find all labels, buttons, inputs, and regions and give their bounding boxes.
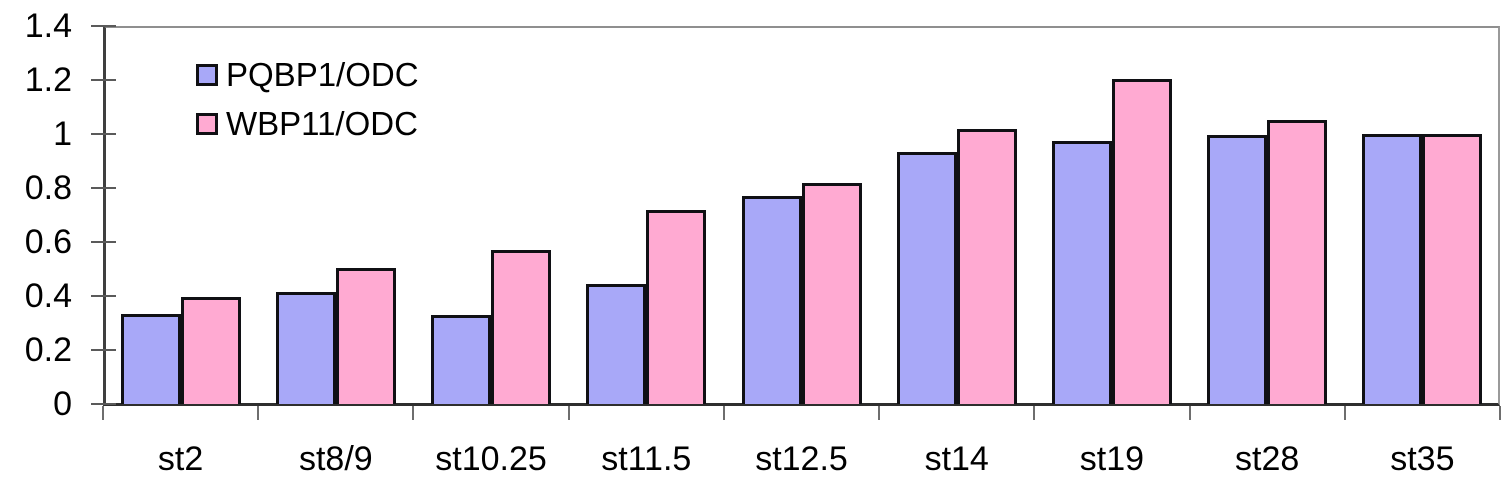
x-axis-tick-8 bbox=[1343, 406, 1346, 420]
legend-item-wbp11: WBP11/ODC bbox=[196, 99, 419, 148]
y-axis-tick-0 bbox=[91, 403, 116, 405]
y-axis-tick-1 bbox=[91, 133, 116, 135]
bar-pqbp1-odc-st12-5 bbox=[741, 196, 802, 404]
y-axis-label-0-6: 0.6 bbox=[24, 223, 72, 261]
bar-wbp11-odc-st14 bbox=[956, 129, 1017, 404]
y-axis-label-0-8: 0.8 bbox=[24, 169, 72, 207]
y-axis-tick-0-4 bbox=[91, 295, 116, 297]
y-axis-label-1-2: 1.2 bbox=[24, 61, 72, 99]
y-axis-tick-0-2 bbox=[91, 349, 116, 351]
legend-swatch-wbp11 bbox=[196, 112, 218, 135]
y-axis-label-1-4: 1.4 bbox=[24, 7, 72, 45]
x-axis-label-st2: st2 bbox=[157, 440, 204, 478]
bar-wbp11-odc-st2 bbox=[180, 297, 241, 404]
bar-wbp11-odc-st11-5 bbox=[646, 210, 707, 404]
x-axis-tick-3 bbox=[567, 406, 570, 420]
bar-wbp11-odc-st12-5 bbox=[801, 183, 862, 404]
x-axis-label-st35: st35 bbox=[1390, 440, 1455, 478]
bar-pqbp1-odc-st19 bbox=[1051, 141, 1112, 404]
bar-pqbp1-odc-st2 bbox=[120, 314, 181, 404]
y-axis-label-1: 1 bbox=[53, 115, 72, 153]
x-axis-label-st14: st14 bbox=[924, 440, 989, 478]
bar-pqbp1-odc-st14 bbox=[896, 152, 957, 404]
bar-wbp11-odc-st35 bbox=[1422, 134, 1483, 404]
x-axis-tick-4 bbox=[722, 406, 725, 420]
x-axis-label-st12-5: st12.5 bbox=[755, 440, 848, 478]
y-axis-tick-0-8 bbox=[91, 187, 116, 189]
y-axis-tick-1-4 bbox=[91, 25, 116, 27]
x-axis-label-st19: st19 bbox=[1079, 440, 1145, 478]
legend-item-pqbp1: PQBP1/ODC bbox=[196, 50, 419, 99]
legend-swatch-pqbp1 bbox=[196, 63, 218, 86]
bar-wbp11-odc-st19 bbox=[1111, 79, 1172, 404]
y-axis-label-0-4: 0.4 bbox=[24, 277, 72, 315]
bar-pqbp1-odc-st10-25 bbox=[431, 315, 492, 404]
x-axis-tick-5 bbox=[878, 406, 881, 420]
bar-pqbp1-odc-st35 bbox=[1362, 134, 1423, 404]
bar-pqbp1-odc-st28 bbox=[1207, 135, 1268, 404]
x-axis-label-st28: st28 bbox=[1235, 440, 1300, 478]
x-axis-tick-9 bbox=[1499, 406, 1501, 420]
plot-area bbox=[103, 26, 1500, 406]
bar-wbp11-odc-st8-9 bbox=[335, 268, 396, 404]
bar-wbp11-odc-st28 bbox=[1267, 120, 1328, 404]
legend: PQBP1/ODC WBP11/ODC bbox=[196, 50, 419, 148]
x-axis-tick-1 bbox=[257, 406, 260, 420]
x-axis-tick-0 bbox=[102, 406, 104, 420]
y-axis-label-0-2: 0.2 bbox=[24, 331, 72, 369]
x-axis-label-st10-25: st10.25 bbox=[435, 440, 547, 478]
x-axis-tick-2 bbox=[412, 406, 415, 420]
y-axis-label-0: 0 bbox=[53, 385, 72, 423]
legend-label-pqbp1: PQBP1/ODC bbox=[226, 56, 419, 93]
y-axis-tick-1-2 bbox=[91, 79, 116, 81]
x-axis-tick-7 bbox=[1188, 406, 1191, 420]
bar-wbp11-odc-st10-25 bbox=[491, 250, 552, 404]
y-axis-tick-0-6 bbox=[91, 241, 116, 243]
x-axis-label-st8-9: st8/9 bbox=[298, 440, 373, 478]
bar-pqbp1-odc-st8-9 bbox=[275, 292, 336, 404]
bar-pqbp1-odc-st11-5 bbox=[586, 284, 647, 404]
legend-label-wbp11: WBP11/ODC bbox=[226, 105, 418, 142]
x-axis-label-st11-5: st11.5 bbox=[601, 440, 692, 478]
x-axis-tick-6 bbox=[1033, 406, 1036, 420]
